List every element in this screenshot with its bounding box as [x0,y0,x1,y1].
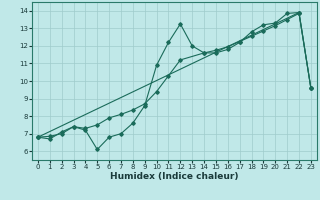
X-axis label: Humidex (Indice chaleur): Humidex (Indice chaleur) [110,172,239,181]
